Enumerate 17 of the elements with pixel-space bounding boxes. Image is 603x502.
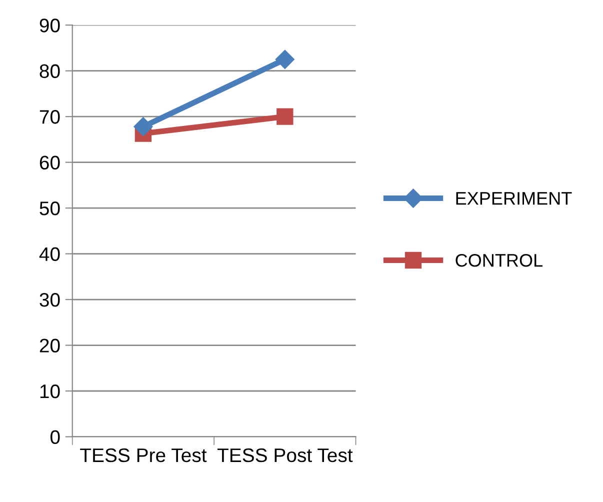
y-tick-label: 50 <box>40 202 60 216</box>
y-tick-label: 60 <box>40 156 60 170</box>
y-tick-label: 30 <box>40 292 60 307</box>
y-tick-label: 70 <box>40 110 60 124</box>
point <box>134 117 153 136</box>
y-tick-label: 0 <box>50 430 60 444</box>
x-tick-label: TESS Pre Test <box>80 448 207 462</box>
legend-label: EXPERIMENT <box>456 192 572 205</box>
y-tick-label: 10 <box>40 384 60 398</box>
point <box>276 108 294 125</box>
y-tick-label: 20 <box>40 338 60 352</box>
y-tick-label: 40 <box>39 247 60 262</box>
y-tick-label: 90 <box>40 18 60 32</box>
point <box>275 50 294 69</box>
x-tick-label: TESS Post Test <box>217 448 353 462</box>
legend-label: CONTROL <box>456 254 542 267</box>
y-tick-label: 80 <box>40 64 60 78</box>
